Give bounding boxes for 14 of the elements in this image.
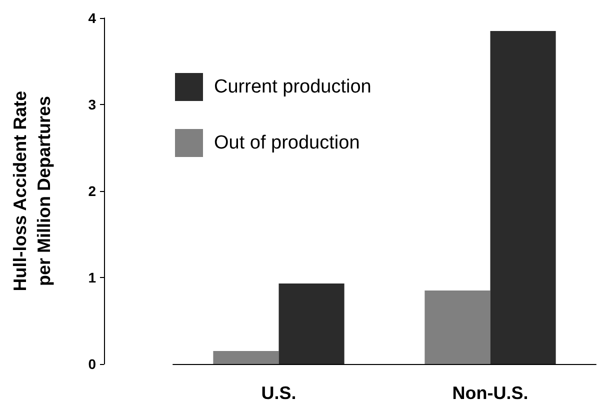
y-tick-label: 4 bbox=[88, 10, 96, 26]
bar bbox=[278, 284, 344, 364]
x-tick-label: U.S. bbox=[261, 383, 296, 403]
bar bbox=[424, 290, 490, 364]
y-tick-label: 3 bbox=[88, 96, 96, 112]
y-tick-label: 0 bbox=[88, 356, 96, 372]
y-tick-label: 2 bbox=[88, 183, 96, 199]
y-tick-label: 1 bbox=[88, 270, 96, 286]
bar bbox=[490, 30, 556, 364]
bar bbox=[213, 351, 279, 364]
y-axis-title: Hull-loss Accident Rate per Million Departures bbox=[10, 90, 54, 292]
legend-label: Out of production bbox=[214, 132, 360, 154]
legend-label: Current production bbox=[214, 76, 372, 98]
x-tick-label: Non-U.S. bbox=[452, 383, 528, 403]
